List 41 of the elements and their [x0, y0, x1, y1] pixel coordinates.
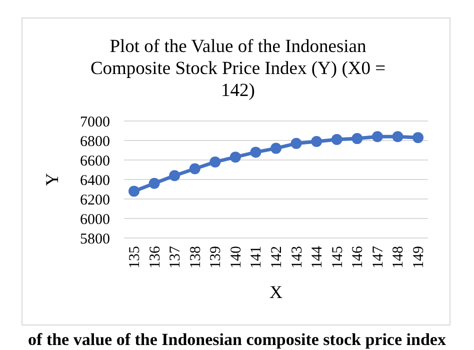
point [128, 186, 140, 197]
y-tick-label: 6200 [80, 192, 110, 208]
x-tick-label: 142 [269, 246, 285, 268]
point [210, 156, 221, 168]
point [392, 131, 404, 142]
x-tick-label: 135 [127, 246, 143, 268]
x-tick-label: 140 [228, 246, 244, 268]
point [412, 132, 424, 144]
y-tick-label: 5800 [80, 231, 110, 248]
point [311, 136, 322, 147]
point [331, 134, 342, 146]
x-tick-label: 136 [147, 246, 164, 268]
point [352, 133, 363, 144]
point [169, 170, 180, 182]
x-tick-label: 146 [350, 246, 366, 268]
y-tick-label: 7000 [80, 114, 110, 130]
x-axis-title: X [270, 282, 282, 302]
y-tick-label: 6800 [80, 134, 110, 150]
point [250, 146, 262, 158]
point [148, 178, 160, 189]
point [189, 163, 200, 174]
x-tick-label: 138 [188, 246, 204, 268]
x-tick-label: 144 [310, 246, 326, 268]
x-tick-label: 149 [411, 246, 427, 268]
x-tick-label: 139 [208, 246, 224, 268]
x-tick-label: 148 [390, 246, 407, 268]
chart-title: Plot of the Value of the Indonesian Composite Stock Price Index (Y) (X0 = 142) [90, 37, 386, 101]
point [230, 152, 241, 163]
x-tick-label: 145 [330, 246, 346, 268]
x-tick-label: 141 [248, 246, 265, 268]
x-tick-label: 137 [168, 246, 184, 268]
text: of the value of the Indonesian composite stock price index [28, 330, 446, 349]
x-tick-label: 147 [370, 246, 386, 268]
y-tick-label: 6400 [80, 172, 110, 189]
y-tick-label: 6000 [80, 212, 110, 228]
point [270, 142, 282, 154]
point [290, 138, 302, 149]
y-axis-title: Y [42, 173, 62, 186]
x-tick-label: 143 [289, 246, 306, 268]
y-tick-label: 6600 [80, 153, 110, 170]
point [372, 131, 383, 142]
